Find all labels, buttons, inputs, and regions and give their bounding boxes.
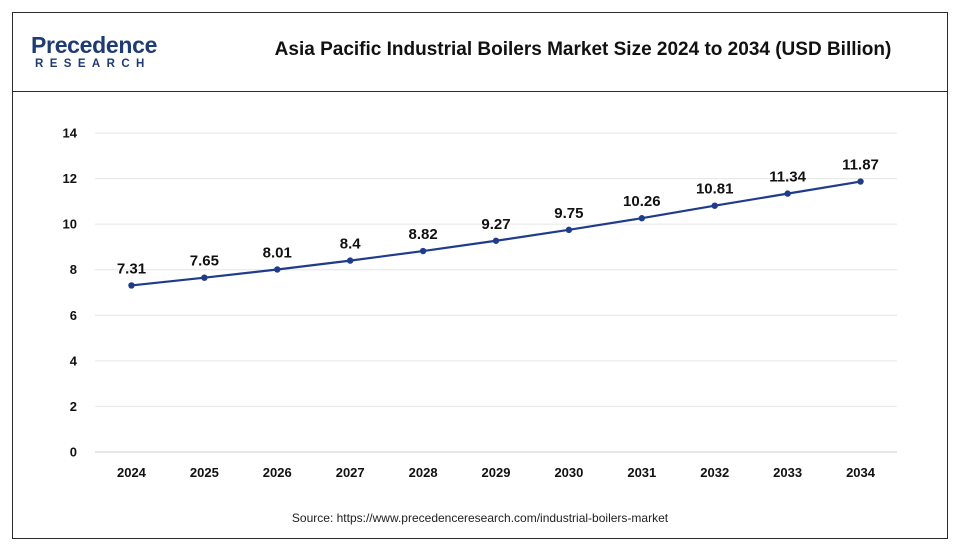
data-label: 7.65 [190, 253, 219, 270]
y-tick-label: 2 [70, 399, 77, 414]
data-point [565, 226, 573, 234]
data-label: 10.81 [696, 181, 734, 198]
brand-logo: Precedence RESEARCH [31, 32, 171, 74]
data-point [857, 178, 864, 185]
x-tick-label: 2033 [773, 465, 802, 480]
x-tick-label: 2027 [336, 465, 365, 480]
x-axis-ticks: 2024 2025 2026 2027 2028 2029 2030 2031 2032 2033… [117, 465, 876, 480]
data-point [492, 237, 500, 244]
data-point [274, 266, 281, 273]
data-label: 9.27 [481, 216, 510, 233]
x-tick-label: 2025 [190, 465, 219, 480]
data-label: 11.34 [769, 169, 806, 186]
data-point [346, 257, 354, 264]
y-tick-label: 4 [70, 353, 78, 368]
x-tick-label: 2024 [117, 465, 147, 480]
x-tick-label: 2032 [700, 465, 729, 480]
gridlines [95, 132, 897, 407]
data-point [784, 190, 791, 197]
y-tick-label: 12 [63, 171, 77, 186]
x-tick-label: 2026 [263, 465, 292, 480]
x-tick-label: 2031 [627, 465, 656, 480]
data-label: 7.31 [117, 260, 146, 277]
data-point [419, 247, 427, 255]
x-tick-label: 2029 [482, 465, 511, 480]
logo-subtitle: RESEARCH [35, 58, 151, 70]
data-point [201, 274, 208, 281]
data-labels: 7.31 7.65 8.01 8.4 8.82 9.27 9.75 10.26 10.81 11.… [117, 157, 879, 278]
x-tick-label: 2034 [846, 465, 876, 480]
y-tick-label: 6 [70, 308, 77, 323]
data-label: 11.87 [842, 157, 879, 174]
y-tick-label: 0 [70, 445, 77, 460]
chart-frame: Precedence RESEARCH Asia Pacific Industr… [12, 12, 948, 539]
source-note: Source: https://www.precedenceresearch.c… [291, 511, 669, 525]
data-label: 10.26 [623, 193, 661, 210]
data-point [128, 282, 135, 289]
x-tick-label: 2028 [409, 465, 438, 480]
y-tick-label: 10 [63, 217, 77, 232]
x-tick-label: 2030 [554, 465, 583, 480]
y-axis-ticks: 0 2 4 6 8 10 12 14 [63, 126, 78, 460]
line-chart: 0 2 4 6 8 10 12 14 2024 2025 2026 2027 2028 2029 2030… [63, 126, 897, 480]
data-label: 8.4 [340, 236, 362, 253]
data-label: 8.82 [408, 226, 437, 243]
data-point [711, 202, 718, 209]
data-label: 9.75 [554, 205, 583, 222]
logo-wordmark: Precedence [31, 32, 158, 58]
chart-title: Asia Pacific Industrial Boilers Market S… [274, 39, 892, 60]
y-tick-label: 8 [70, 262, 77, 277]
data-point [638, 215, 646, 222]
data-label: 8.01 [263, 244, 292, 261]
data-points [128, 178, 864, 289]
y-tick-label: 14 [63, 126, 78, 141]
header-bar: Precedence RESEARCH Asia Pacific Industr… [13, 13, 947, 92]
